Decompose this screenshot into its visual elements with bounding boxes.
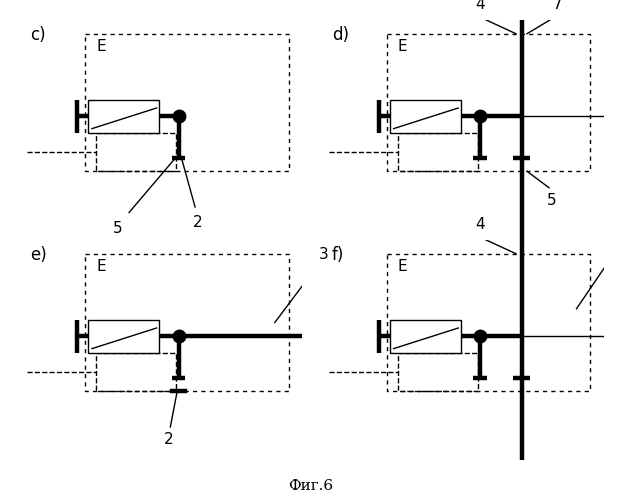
- Text: 4: 4: [475, 217, 485, 232]
- Text: f): f): [332, 246, 344, 264]
- Text: 2: 2: [193, 215, 203, 230]
- Bar: [88, 100, 159, 132]
- Text: 4: 4: [475, 0, 485, 12]
- Text: e): e): [30, 246, 47, 264]
- Text: E: E: [397, 40, 407, 54]
- Bar: [88, 320, 159, 353]
- Bar: [389, 320, 461, 353]
- Text: 2: 2: [164, 432, 174, 448]
- Text: 7: 7: [552, 0, 562, 12]
- Text: c): c): [30, 26, 45, 44]
- Bar: [389, 100, 461, 132]
- Text: d): d): [332, 26, 349, 44]
- Text: Фиг.6: Фиг.6: [289, 479, 333, 493]
- Text: E: E: [397, 259, 407, 274]
- Text: E: E: [96, 40, 106, 54]
- Text: E: E: [96, 259, 106, 274]
- Text: 5: 5: [113, 221, 123, 236]
- Text: 3: 3: [319, 247, 328, 262]
- Text: 5: 5: [547, 193, 557, 208]
